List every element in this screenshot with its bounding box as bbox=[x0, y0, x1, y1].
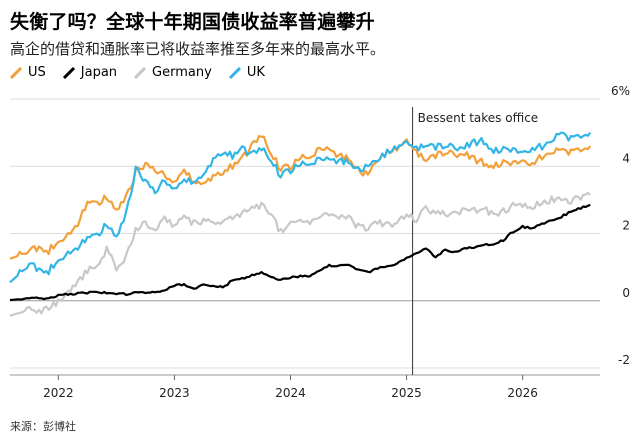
y-tick-label: 6% bbox=[611, 84, 630, 98]
legend-label-germany: Germany bbox=[152, 65, 212, 80]
y-tick-label: -2 bbox=[618, 353, 630, 367]
chart-title: 失衡了吗？全球十年期国债收益率普遍攀升 bbox=[10, 11, 375, 33]
x-tick-label: 2023 bbox=[159, 386, 190, 400]
y-tick-label: 0 bbox=[622, 286, 630, 300]
x-tick-label: 2026 bbox=[507, 386, 538, 400]
source-note: 来源：彭博社 bbox=[10, 420, 76, 433]
legend-swatch-uk bbox=[228, 66, 241, 79]
legend-label-uk: UK bbox=[246, 65, 265, 80]
legend-label-japan: Japan bbox=[80, 65, 118, 80]
x-tick-label: 2022 bbox=[43, 386, 74, 400]
x-tick-label: 2025 bbox=[391, 386, 422, 400]
legend-item-germany: Germany bbox=[134, 65, 212, 80]
series-line-germany bbox=[9, 192, 591, 317]
x-tick-label: 2024 bbox=[275, 386, 306, 400]
legend-item-japan: Japan bbox=[62, 65, 118, 80]
series-line-japan bbox=[9, 203, 591, 302]
legend-swatch-us bbox=[10, 66, 22, 79]
legend-item-uk: UK bbox=[228, 65, 265, 80]
annotation-label: Bessent takes office bbox=[418, 111, 539, 125]
series-line-us bbox=[9, 134, 592, 260]
legend-swatch-germany bbox=[134, 66, 147, 79]
legend-label-us: US bbox=[28, 65, 46, 80]
chart-legend: US Japan Germany UK bbox=[10, 65, 282, 80]
legend-swatch-japan bbox=[62, 66, 75, 79]
chart-subtitle: 高企的借贷和通胀率已将收益率推至多年来的最高水平。 bbox=[10, 40, 386, 58]
series-line-uk bbox=[9, 131, 592, 284]
y-tick-label: 4 bbox=[622, 151, 630, 165]
legend-item-us: US bbox=[10, 65, 46, 80]
y-tick-label: 2 bbox=[622, 219, 630, 233]
